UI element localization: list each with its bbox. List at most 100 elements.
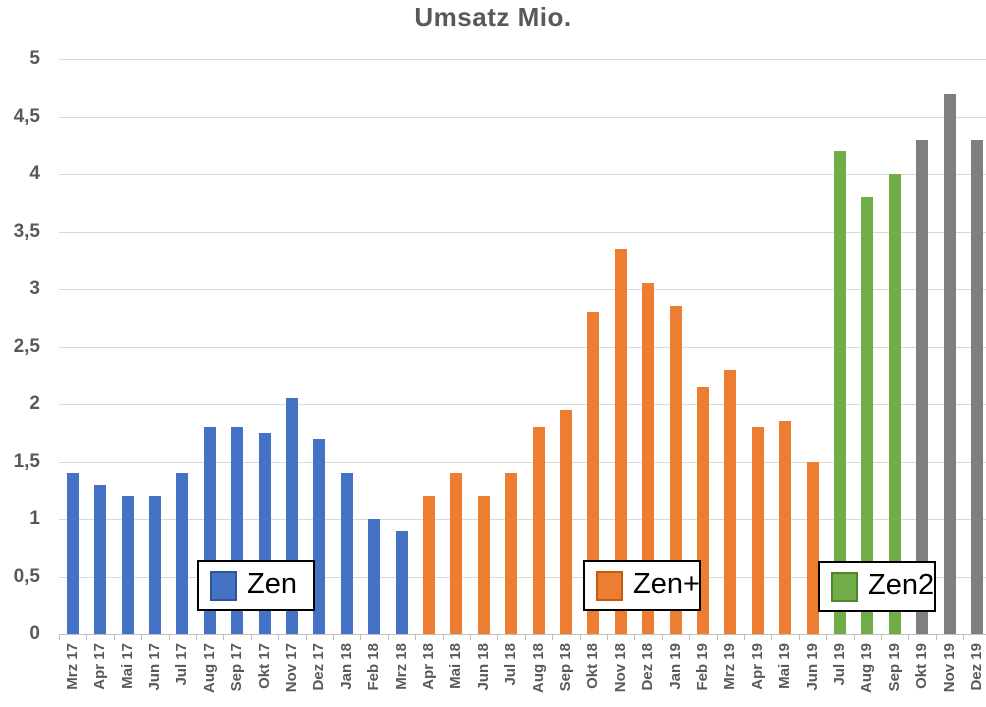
axis-tick [59,635,60,640]
axis-tick [689,635,690,640]
gridline [59,462,986,463]
axis-tick [415,635,416,640]
x-axis-label: Mai 19 [776,643,793,689]
x-axis-label: Okt 18 [584,643,601,689]
x-axis-label: Jul 19 [831,643,848,686]
axis-tick [854,635,855,640]
bar-Jul 17 [176,473,188,634]
axis-tick [278,635,279,640]
legend-zen-plus: Zen+ [583,560,701,611]
axis-tick [169,635,170,640]
axis-tick [114,635,115,640]
bar-Mrz 18 [396,531,408,635]
bar-Aug 18 [533,427,545,634]
axis-tick [360,635,361,640]
x-axis-label: Jan 18 [338,643,355,690]
axis-tick [717,635,718,640]
gridline [59,117,986,118]
bar-Mai 19 [779,421,791,634]
x-axis-label: Sep 17 [228,643,245,692]
y-axis-label: 1 [29,508,40,529]
x-axis-label: Nov 19 [941,643,958,693]
bar-Apr 17 [94,485,106,635]
axis-tick [470,635,471,640]
bar-Nov 18 [615,249,627,634]
axis-tick [306,635,307,640]
y-axis-label: 2,5 [13,336,40,357]
axis-tick [86,635,87,640]
bar-Okt 19 [916,140,928,635]
gridline [59,519,986,520]
bar-Jun 17 [149,496,161,634]
legend-swatch-zen-plus [596,570,623,601]
x-axis-label: Jun 19 [804,643,821,691]
x-axis-label: Apr 19 [749,643,766,690]
legend-zen2: Zen2 [818,561,936,612]
legend-swatch-zen [210,570,237,601]
axis-tick [141,635,142,640]
gridline [59,404,986,405]
axis-tick [333,635,334,640]
axis-tick [223,635,224,640]
x-axis-line [59,634,986,635]
x-axis-label: Mrz 19 [721,643,738,690]
axis-tick [881,635,882,640]
axis-tick [799,635,800,640]
x-axis-label: Aug 18 [530,643,547,694]
axis-tick [936,635,937,640]
bar-Apr 19 [752,427,764,634]
axis-tick [826,635,827,640]
bar-Dez 18 [642,283,654,634]
x-axis-label: Dez 18 [639,643,656,691]
x-axis-label: Mai 18 [447,643,464,689]
y-axis-label: 0,5 [13,566,40,587]
axis-tick [552,635,553,640]
x-axis-label: Jan 19 [667,643,684,690]
x-axis-label: Feb 19 [694,643,711,691]
bar-Jan 18 [341,473,353,634]
y-axis-label: 4,5 [13,106,40,127]
bar-Jan 19 [670,306,682,634]
axis-tick [525,635,526,640]
y-axis-label: 4 [29,163,40,184]
y-axis-label: 0 [29,623,40,644]
y-axis-label: 3,5 [13,221,40,242]
axis-tick [607,635,608,640]
x-axis-label: Jun 18 [475,643,492,691]
bar-Apr 18 [423,496,435,634]
axis-tick [634,635,635,640]
axis-tick [744,635,745,640]
axis-tick [497,635,498,640]
x-axis-label: Jun 17 [146,643,163,691]
axis-tick [196,635,197,640]
gridline [59,232,986,233]
gridline [59,174,986,175]
bar-Sep 19 [889,174,901,634]
x-axis-label: Mrz 18 [393,643,410,690]
legend-zen: Zen [197,560,315,611]
bar-Jun 18 [478,496,490,634]
x-axis-label: Nov 17 [283,643,300,693]
x-axis-label: Dez 19 [968,643,985,691]
x-axis-label: Apr 18 [420,643,437,690]
legend-label-zen: Zen [247,567,297,600]
bar-Mrz 17 [67,473,79,634]
x-axis-label: Okt 17 [256,643,273,689]
bar-Nov 19 [944,94,956,635]
bar-Okt 18 [587,312,599,634]
bar-Sep 18 [560,410,572,634]
x-axis-label: Sep 18 [557,643,574,692]
x-axis-label: Mai 17 [119,643,136,689]
axis-tick [580,635,581,640]
legend-label-zen2: Zen2 [868,568,935,601]
axis-tick [662,635,663,640]
y-axis-label: 5 [29,48,40,69]
legend-label-zen-plus: Zen+ [633,567,700,600]
x-axis-label: Aug 17 [201,643,218,694]
y-axis-label: 1,5 [13,451,40,472]
x-axis-label: Dez 17 [310,643,327,691]
x-axis-label: Feb 18 [365,643,382,691]
axis-tick [771,635,772,640]
y-axis-label: 3 [29,278,40,299]
